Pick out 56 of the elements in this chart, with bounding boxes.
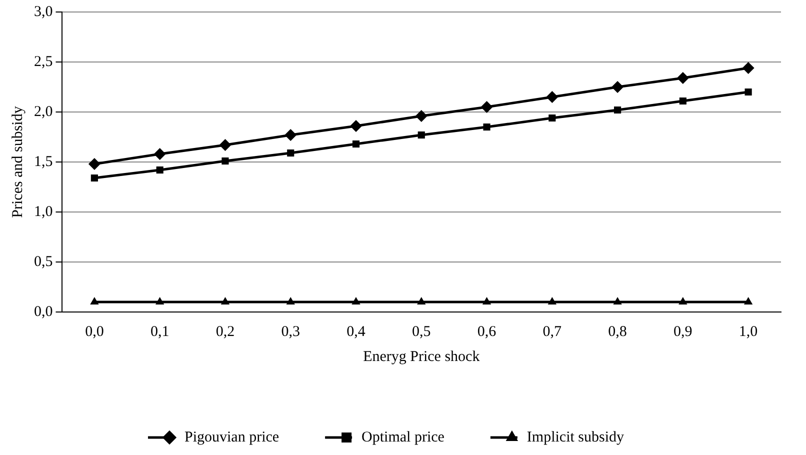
x-tick-label: 0,2 bbox=[216, 324, 235, 340]
x-axis-title: Eneryg Price shock bbox=[363, 348, 480, 365]
x-tick-label: 0,0 bbox=[85, 324, 104, 340]
point bbox=[679, 97, 686, 105]
y-tick-label: 2,0 bbox=[34, 104, 53, 120]
point bbox=[548, 297, 556, 304]
point bbox=[744, 297, 753, 304]
x-tick-label: 1,0 bbox=[738, 324, 758, 340]
x-tick-label: 0,4 bbox=[346, 324, 366, 340]
point bbox=[612, 81, 624, 93]
y-tick-label: 1,5 bbox=[34, 154, 53, 170]
point bbox=[613, 297, 622, 304]
point bbox=[156, 297, 164, 304]
point bbox=[744, 88, 752, 96]
x-tick-label: 0,3 bbox=[281, 324, 300, 340]
point bbox=[546, 91, 558, 103]
point bbox=[90, 174, 98, 182]
x-tick-label: 0,1 bbox=[150, 324, 170, 340]
x-tick-label: 0,5 bbox=[412, 324, 431, 340]
point bbox=[88, 158, 100, 170]
point bbox=[352, 297, 360, 304]
legend-label: Implicit subsidy bbox=[526, 429, 625, 446]
point bbox=[678, 297, 688, 304]
point bbox=[482, 297, 492, 304]
point bbox=[219, 139, 232, 151]
point bbox=[418, 131, 425, 139]
y-axis-title: Prices and subsidy bbox=[10, 106, 26, 218]
point bbox=[222, 157, 229, 165]
point bbox=[350, 120, 362, 132]
point bbox=[415, 110, 428, 122]
point bbox=[156, 166, 164, 174]
point bbox=[614, 106, 622, 114]
x-tick-label: 0,6 bbox=[477, 324, 497, 340]
point bbox=[352, 140, 360, 148]
y-tick-label: 0,0 bbox=[34, 304, 53, 320]
y-tick-label: 3,0 bbox=[34, 4, 53, 20]
point bbox=[154, 148, 166, 160]
y-tick-label: 0,5 bbox=[34, 254, 53, 270]
point bbox=[287, 149, 294, 157]
point bbox=[548, 114, 556, 122]
point bbox=[742, 62, 754, 74]
y-tick-label: 1,0 bbox=[34, 204, 53, 220]
point bbox=[480, 101, 493, 113]
legend-label: Optimal price bbox=[362, 429, 445, 446]
legend-label: Pigouvian price bbox=[184, 429, 280, 446]
y-tick-label: 2,5 bbox=[34, 54, 53, 70]
point bbox=[90, 297, 99, 304]
point bbox=[417, 297, 426, 304]
x-tick-label: 0,8 bbox=[608, 324, 627, 340]
point bbox=[220, 297, 230, 304]
point bbox=[676, 72, 689, 84]
x-tick-label: 0,7 bbox=[542, 324, 562, 340]
x-tick-label: 0,9 bbox=[674, 324, 692, 340]
point bbox=[284, 129, 297, 141]
point bbox=[483, 123, 490, 131]
point bbox=[286, 297, 295, 304]
